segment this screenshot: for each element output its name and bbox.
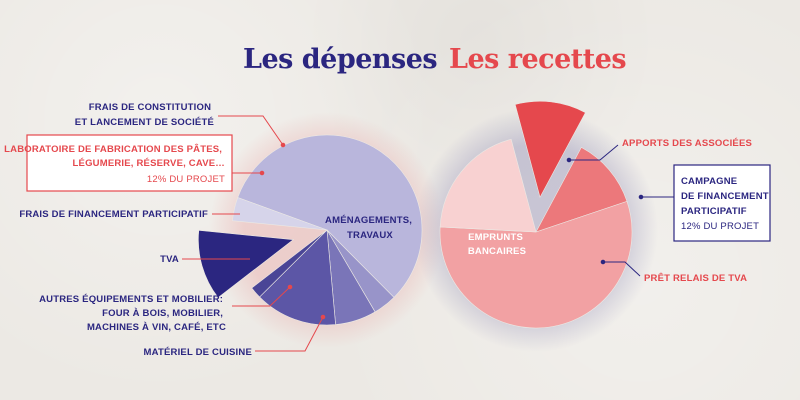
connector-frais-constitution — [218, 115, 284, 146]
recettes-connectors — [566, 144, 674, 277]
recettes-title: Les recettes — [449, 44, 627, 75]
slice-campagne — [514, 100, 586, 199]
slice-laboratoire — [198, 230, 295, 299]
connector-autres — [232, 286, 291, 307]
connector-apports — [569, 144, 619, 161]
label-apports: APPORTS DES ASSOCIÉES — [622, 138, 752, 149]
label-pret-relais: PRÊT RELAIS DE TVA — [644, 272, 747, 284]
slice-frais-financement — [251, 229, 328, 298]
depenses-connectors — [182, 115, 326, 352]
label-laboratoire-note: 12% DU PROJET — [147, 174, 225, 185]
label-frais-financement: FRAIS DE FINANCEMENT PARTICIPATIF — [19, 209, 208, 220]
campagne-callout-box — [673, 164, 771, 242]
recettes-pie — [439, 100, 633, 329]
laboratoire-callout-box — [26, 134, 233, 192]
slice-frais-constitution — [232, 197, 328, 231]
slice-amenagements — [237, 134, 423, 298]
label-emprunts: EMPRUNTS BANCAIRES — [468, 232, 526, 257]
label-amenagements: AMÉNAGEMENTS, TRAVAUX — [325, 215, 415, 241]
label-campagne: CAMPAGNE DE FINANCEMENT PARTICIPATIF — [681, 176, 772, 217]
label-materiel: MATÉRIEL DE CUISINE — [144, 347, 253, 358]
slice-emprunts — [439, 200, 633, 329]
slice-pret-relais — [535, 146, 628, 233]
label-tva: TVA — [160, 254, 179, 265]
label-frais-constitution: FRAIS DE CONSTITUTION ET LANCEMENT DE SO… — [75, 102, 214, 128]
label-autres: AUTRES ÉQUIPEMENTS ET MOBILIER: FOUR À B… — [39, 294, 226, 333]
depenses-title: Les dépenses — [243, 44, 438, 75]
slice-tva — [259, 229, 336, 326]
label-campagne-note: 12% DU PROJET — [681, 221, 759, 232]
connector-pret-relais — [603, 261, 641, 277]
depenses-pie — [198, 134, 423, 326]
connector-materiel — [255, 316, 324, 352]
slice-apports — [439, 138, 537, 233]
label-laboratoire: LABORATOIRE DE FABRICATION DES PÂTES, LÉ… — [4, 143, 225, 169]
